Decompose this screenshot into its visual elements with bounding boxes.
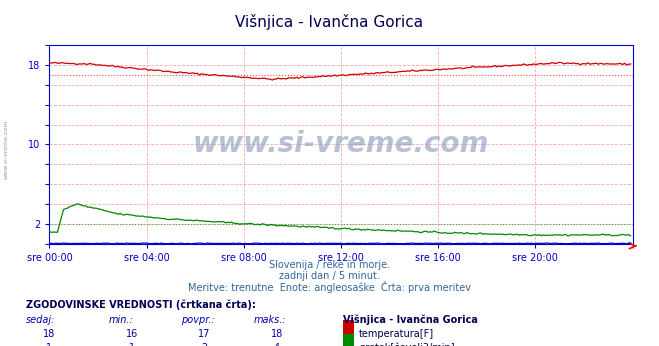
Text: Višnjica - Ivančna Gorica: Višnjica - Ivančna Gorica [343, 315, 478, 325]
Text: Višnjica - Ivančna Gorica: Višnjica - Ivančna Gorica [235, 15, 424, 30]
Text: min.:: min.: [109, 315, 134, 325]
Text: pretok[čevelj3/min]: pretok[čevelj3/min] [359, 343, 455, 346]
Text: 4: 4 [273, 343, 280, 346]
Text: 17: 17 [198, 329, 210, 339]
Text: 18: 18 [43, 329, 55, 339]
Text: temperatura[F]: temperatura[F] [359, 329, 434, 339]
Text: 18: 18 [271, 329, 283, 339]
Text: 16: 16 [126, 329, 138, 339]
Text: www.si-vreme.com: www.si-vreme.com [193, 130, 489, 158]
Text: 1: 1 [129, 343, 135, 346]
Text: povpr.:: povpr.: [181, 315, 215, 325]
Text: 2: 2 [201, 343, 208, 346]
Text: sedaj:: sedaj: [26, 315, 56, 325]
Text: Slovenija / reke in morje.: Slovenija / reke in morje. [269, 260, 390, 270]
Text: Meritve: trenutne  Enote: angleosaške  Črta: prva meritev: Meritve: trenutne Enote: angleosaške Črt… [188, 281, 471, 293]
Text: zadnji dan / 5 minut.: zadnji dan / 5 minut. [279, 271, 380, 281]
Text: ZGODOVINSKE VREDNOSTI (črtkana črta):: ZGODOVINSKE VREDNOSTI (črtkana črta): [26, 299, 256, 310]
Text: maks.:: maks.: [254, 315, 287, 325]
Text: 1: 1 [46, 343, 53, 346]
Text: www.si-vreme.com: www.si-vreme.com [4, 119, 9, 179]
